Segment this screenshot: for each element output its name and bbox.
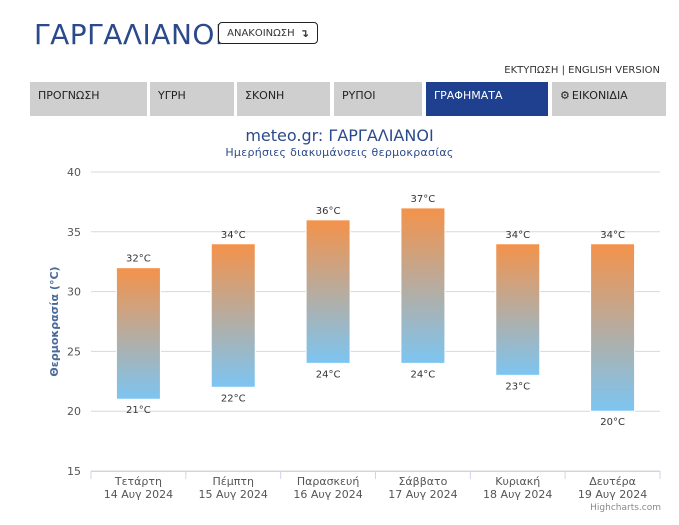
tab-forecast[interactable]: ΠΡΟΓΝΩΣΗ [30, 82, 147, 116]
x-tick-date-label: 16 Αυγ 2024 [293, 488, 362, 501]
tab-label: ΡΥΠΟΙ [342, 89, 376, 102]
temperature-range-bar [115, 267, 161, 400]
announcement-label: ΑΝΑΚΟΙΝΩΣΗ [227, 27, 295, 39]
print-link[interactable]: ΕΚΤΥΠΩΣΗ [504, 65, 559, 76]
x-tick-date-label: 15 Αυγ 2024 [199, 488, 268, 501]
temperature-range-bar [210, 243, 256, 388]
chart-title: meteo.gr: ΓΑΡΓΑΛΙΑΝΟΙ [245, 126, 434, 145]
gear-icon: ⚙ [560, 89, 570, 102]
temperature-range-bar [305, 219, 351, 364]
nav-tabs: ΠΡΟΓΝΩΣΗ ΥΓΡΗ ΣΚΟΝΗ ΡΥΠΟΙ ΓΡΑΦΗΜΑΤΑ ⚙ ΕΙΚ… [30, 82, 666, 116]
x-tick-date-label: 18 Αυγ 2024 [483, 488, 552, 501]
low-temp-label: 22°C [221, 393, 246, 404]
tab-dust[interactable]: ΣΚΟΝΗ [237, 82, 330, 116]
highcharts-credits[interactable]: Highcharts.com [590, 503, 661, 513]
chart-subtitle: Ημερήσιες διακυμάνσεις θερμοκρασίας [225, 146, 454, 159]
y-tick-label: 40 [67, 166, 81, 179]
x-tick-day-label: Σάββατο [398, 475, 447, 488]
high-temp-label: 34°C [600, 230, 625, 241]
y-axis-title: Θερμοκρασία (°C) [48, 266, 61, 376]
tab-pollutants[interactable]: ΡΥΠΟΙ [334, 82, 422, 116]
page-title: ΓΑΡΓΑΛΙΑΝΟΙ [34, 18, 224, 51]
tab-label: ΥΓΡΗ [158, 89, 186, 102]
tab-charts[interactable]: ΓΡΑΦΗΜΑΤΑ [426, 82, 548, 116]
tab-label: ΣΚΟΝΗ [245, 89, 285, 102]
high-temp-label: 32°C [126, 254, 151, 265]
low-temp-label: 20°C [600, 417, 625, 428]
english-version-link[interactable]: ENGLISH VERSION [568, 65, 660, 76]
x-tick-day-label: Πέμπτη [213, 475, 254, 488]
x-tick-day-label: Δευτέρα [589, 475, 636, 488]
temperature-range-bar [495, 243, 541, 376]
tab-label: ΠΡΟΓΝΩΣΗ [38, 89, 100, 102]
low-temp-label: 24°C [411, 369, 436, 380]
x-tick-date-label: 19 Αυγ 2024 [578, 488, 647, 501]
announcement-button[interactable]: ΑΝΑΚΟΙΝΩΣΗ ↴ [218, 22, 318, 44]
y-tick-label: 30 [67, 286, 81, 299]
tab-label: ΕΙΚΟΝΙΔΙΑ [571, 89, 628, 102]
temperature-range-bar [590, 243, 636, 412]
tab-humidity[interactable]: ΥΓΡΗ [150, 82, 234, 116]
down-arrow-icon: ↴ [299, 26, 309, 40]
link-separator: | [561, 65, 565, 76]
x-tick-day-label: Κυριακή [495, 475, 540, 488]
high-temp-label: 34°C [221, 230, 246, 241]
high-temp-label: 37°C [411, 194, 436, 205]
x-tick-day-label: Τετάρτη [114, 475, 162, 488]
low-temp-label: 21°C [126, 405, 151, 416]
y-tick-label: 25 [67, 345, 81, 358]
y-tick-label: 20 [67, 405, 81, 418]
tab-icons[interactable]: ⚙ ΕΙΚΟΝΙΔΙΑ [552, 82, 666, 116]
y-tick-label: 15 [67, 465, 81, 478]
low-temp-label: 23°C [505, 381, 530, 392]
temperature-range-bar [400, 207, 446, 364]
high-temp-label: 36°C [316, 206, 341, 217]
tab-label: ΓΡΑΦΗΜΑΤΑ [434, 89, 503, 102]
x-tick-date-label: 14 Αυγ 2024 [104, 488, 173, 501]
top-links: ΕΚΤΥΠΩΣΗ | ENGLISH VERSION [504, 65, 660, 76]
x-tick-day-label: Παρασκευή [297, 475, 360, 488]
high-temp-label: 34°C [505, 230, 530, 241]
y-tick-label: 35 [67, 226, 81, 239]
low-temp-label: 24°C [316, 369, 341, 380]
x-tick-date-label: 17 Αυγ 2024 [388, 488, 457, 501]
